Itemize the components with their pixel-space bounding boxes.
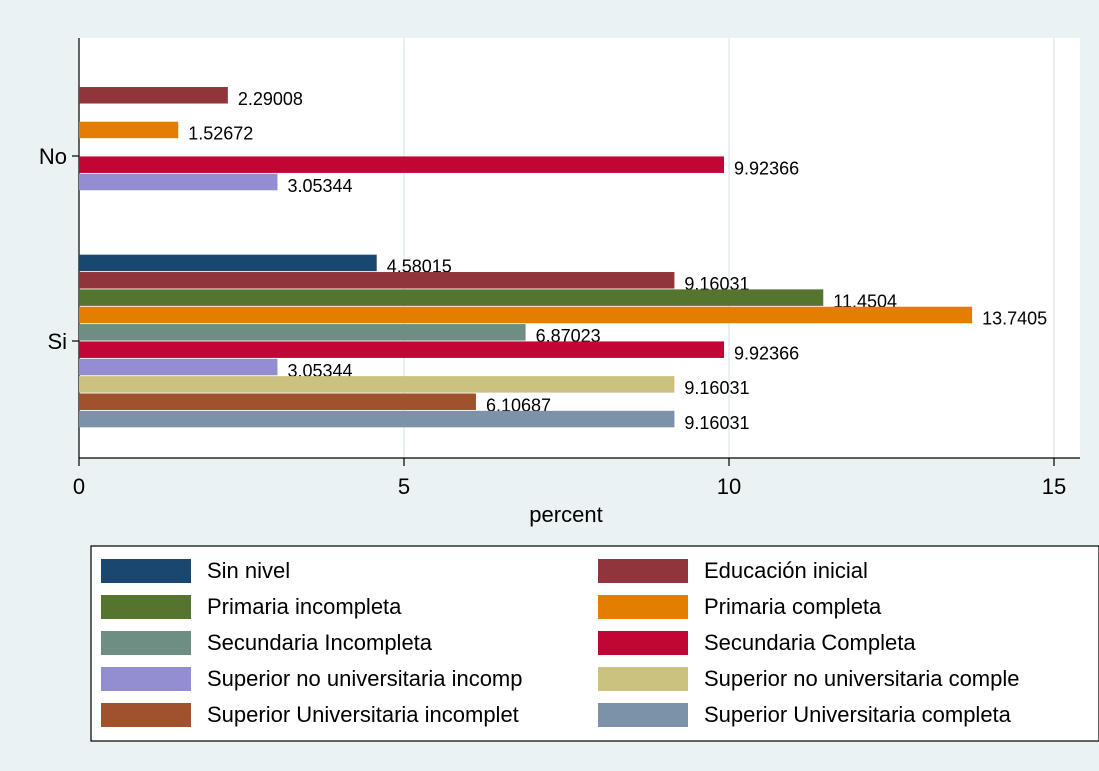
legend-swatch xyxy=(101,595,191,619)
x-tick-label: 0 xyxy=(73,474,85,499)
value-label: 13.7405 xyxy=(982,309,1047,329)
value-label: 3.05344 xyxy=(287,361,352,381)
legend-box xyxy=(90,545,1099,742)
value-label: 9.16031 xyxy=(684,378,749,398)
legend-label: Superior Universitaria completa xyxy=(704,702,1012,727)
value-label: 2.29008 xyxy=(238,89,303,109)
legend-label: Primaria incompleta xyxy=(207,594,402,619)
legend-swatch xyxy=(598,559,688,583)
value-label: 11.4504 xyxy=(833,291,897,311)
y-tick-label: No xyxy=(39,144,67,169)
x-axis-label: percent xyxy=(529,502,602,527)
legend-label: Superior Universitaria incomplet xyxy=(207,702,519,727)
legend-swatch xyxy=(101,703,191,727)
bar xyxy=(79,324,526,341)
x-tick-label: 5 xyxy=(398,474,410,499)
value-label: 9.16031 xyxy=(684,413,749,433)
value-label: 9.16031 xyxy=(684,274,749,294)
bar xyxy=(79,306,973,324)
bar xyxy=(79,254,377,272)
x-tick-label: 10 xyxy=(717,474,741,499)
legend-swatch xyxy=(101,631,191,655)
legend-label: Primaria completa xyxy=(704,594,882,619)
x-tick-label: 15 xyxy=(1042,474,1066,499)
legend-label: Superior no universitaria comple xyxy=(704,666,1020,691)
bar xyxy=(79,156,725,173)
bar xyxy=(79,87,228,104)
legend-swatch xyxy=(598,595,688,619)
value-label: 6.87023 xyxy=(536,326,601,346)
bar xyxy=(79,289,824,306)
bar xyxy=(79,393,476,410)
legend-label: Superior no universitaria incomp xyxy=(207,666,523,691)
legend-swatch xyxy=(101,667,191,691)
bar xyxy=(79,341,725,358)
legend-label: Secundaria Incompleta xyxy=(207,630,433,655)
value-label: 6.10687 xyxy=(486,395,551,415)
bar xyxy=(79,410,675,428)
legend-label: Sin nivel xyxy=(207,558,290,583)
bar xyxy=(79,173,278,191)
bar xyxy=(79,121,179,139)
value-label: 4.58015 xyxy=(387,257,452,277)
bar xyxy=(79,272,675,289)
legend-swatch xyxy=(598,667,688,691)
legend-label: Educación inicial xyxy=(704,558,868,583)
value-label: 1.52672 xyxy=(188,124,253,144)
legend-label: Secundaria Completa xyxy=(704,630,916,655)
value-label: 9.92366 xyxy=(734,343,799,363)
legend-swatch xyxy=(598,703,688,727)
value-label: 9.92366 xyxy=(734,158,799,178)
legend-swatch xyxy=(101,559,191,583)
bar xyxy=(79,376,675,393)
y-tick-label: Si xyxy=(47,329,67,354)
bar xyxy=(79,358,278,376)
value-label: 3.05344 xyxy=(287,176,352,196)
legend-swatch xyxy=(598,631,688,655)
